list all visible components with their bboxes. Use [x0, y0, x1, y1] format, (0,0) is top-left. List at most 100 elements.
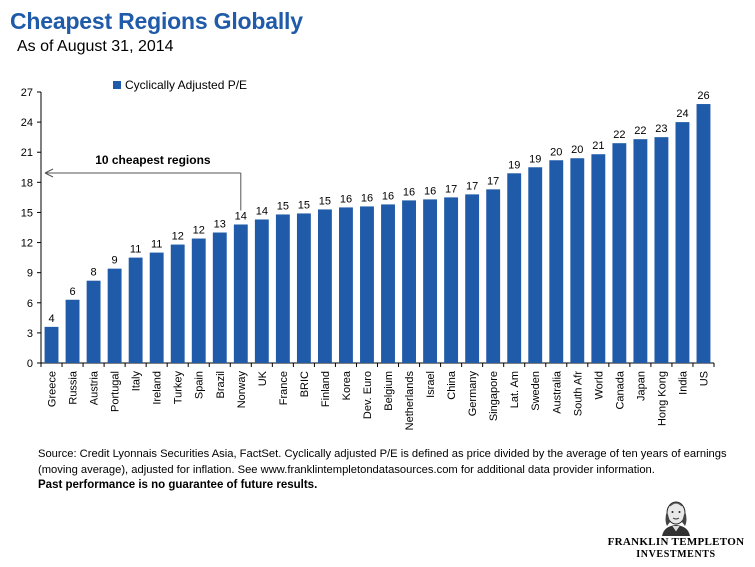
y-tick-label: 27 — [21, 87, 33, 99]
bar — [65, 299, 80, 363]
bar — [339, 207, 353, 363]
category-label: South Afr — [572, 371, 584, 417]
y-tick-label: 0 — [27, 358, 33, 370]
category-label: Austria — [89, 370, 101, 405]
bar — [696, 104, 711, 364]
franklin-templeton-logo: FRANKLIN TEMPLETON INVESTMENTS — [606, 498, 746, 564]
category-label: India — [677, 370, 689, 395]
bar — [675, 122, 690, 363]
data-label: 17 — [466, 180, 478, 192]
bar — [233, 224, 248, 363]
y-tick-label: 24 — [21, 117, 33, 129]
y-tick-label: 12 — [21, 238, 33, 250]
category-label: Sweden — [530, 371, 542, 411]
category-label: France — [278, 371, 290, 405]
franklin-portrait-icon — [662, 501, 690, 536]
data-label: 26 — [697, 90, 709, 102]
bar — [170, 244, 185, 363]
data-label: 17 — [445, 183, 457, 195]
data-label: 22 — [613, 129, 625, 141]
category-label: Canada — [614, 370, 626, 409]
data-label: 11 — [151, 239, 162, 251]
bar — [296, 213, 311, 363]
data-label: 16 — [382, 190, 394, 202]
legend-label: Cyclically Adjusted P/E — [125, 78, 247, 92]
disclaimer: Past performance is no guarantee of futu… — [38, 479, 318, 491]
bar — [149, 252, 164, 363]
data-label: 14 — [235, 210, 247, 222]
data-label: 21 — [592, 140, 604, 152]
data-label: 22 — [634, 125, 646, 137]
annotation-label: 10 cheapest regions — [95, 153, 211, 167]
bar — [191, 238, 206, 363]
bar — [275, 214, 290, 363]
bar — [465, 194, 480, 363]
category-label: Israel — [425, 371, 437, 398]
bar — [570, 158, 585, 363]
category-label: Dev. Euro — [362, 371, 374, 419]
data-label: 16 — [361, 192, 373, 204]
category-label: Australia — [551, 370, 563, 414]
y-tick-label: 18 — [21, 177, 33, 189]
data-label: 15 — [277, 200, 289, 212]
data-label: 24 — [676, 108, 688, 120]
data-label: 14 — [256, 205, 268, 217]
category-label: Finland — [320, 371, 332, 407]
category-label: Portugal — [110, 371, 122, 412]
data-label: 4 — [48, 313, 54, 325]
chart-legend: Cyclically Adjusted P/E — [113, 78, 247, 92]
data-label: 16 — [424, 185, 436, 197]
category-label: Lat. Am — [509, 371, 521, 408]
bar — [633, 139, 648, 363]
bar — [254, 219, 269, 363]
bar — [486, 189, 501, 363]
category-label: Singapore — [488, 371, 500, 421]
legend-swatch — [113, 81, 121, 89]
data-label: 15 — [319, 195, 331, 207]
data-label: 16 — [403, 186, 415, 198]
category-label: BRIC — [299, 371, 311, 397]
category-label: Greece — [47, 371, 59, 407]
category-label: Brazil — [215, 371, 227, 399]
chart-title: Cheapest Regions Globally — [10, 8, 303, 34]
category-label: Turkey — [173, 371, 185, 405]
data-label: 19 — [508, 159, 520, 171]
category-label: US — [698, 371, 710, 386]
category-label: Germany — [467, 371, 479, 417]
category-label: Japan — [635, 371, 647, 401]
y-tick-label: 6 — [27, 298, 33, 310]
category-label: World — [593, 371, 605, 400]
bar-chart: 0 3 6 9 12 15 18 21 24 27 4 Greece 6 Russia 8 Austria 9… — [21, 78, 715, 430]
bar — [444, 197, 459, 363]
chart-subtitle: As of August 31, 2014 — [17, 38, 174, 55]
bar — [402, 200, 416, 363]
category-label: UK — [257, 370, 269, 386]
data-label: 19 — [529, 153, 541, 165]
bar — [317, 209, 332, 363]
data-label: 11 — [130, 244, 141, 256]
bar — [212, 232, 227, 363]
y-tick-label: 3 — [27, 328, 33, 340]
bar — [549, 160, 564, 363]
chart-bars: 4 Greece 6 Russia 8 Austria 9 Portugal 11 Italy 11… — [44, 90, 711, 430]
bar — [591, 154, 606, 363]
bar — [423, 199, 438, 363]
logo-line2: INVESTMENTS — [636, 549, 716, 560]
source-note: Source: Credit Lyonnais Securities Asia,… — [38, 448, 727, 476]
bar — [381, 204, 395, 363]
bar — [360, 206, 374, 363]
logo-line1: FRANKLIN TEMPLETON — [607, 536, 745, 548]
data-label: 13 — [214, 219, 226, 231]
data-label: 16 — [340, 193, 352, 205]
bar — [507, 173, 522, 363]
bar — [107, 268, 122, 363]
data-label: 17 — [487, 175, 499, 187]
category-label: Belgium — [383, 371, 395, 411]
cheapest-annotation: 10 cheapest regions — [44, 153, 242, 211]
category-label: Ireland — [152, 371, 164, 405]
data-label: 9 — [112, 255, 118, 267]
bar — [612, 143, 627, 363]
data-label: 12 — [172, 231, 184, 243]
category-label: China — [446, 370, 458, 400]
bar — [44, 326, 59, 363]
